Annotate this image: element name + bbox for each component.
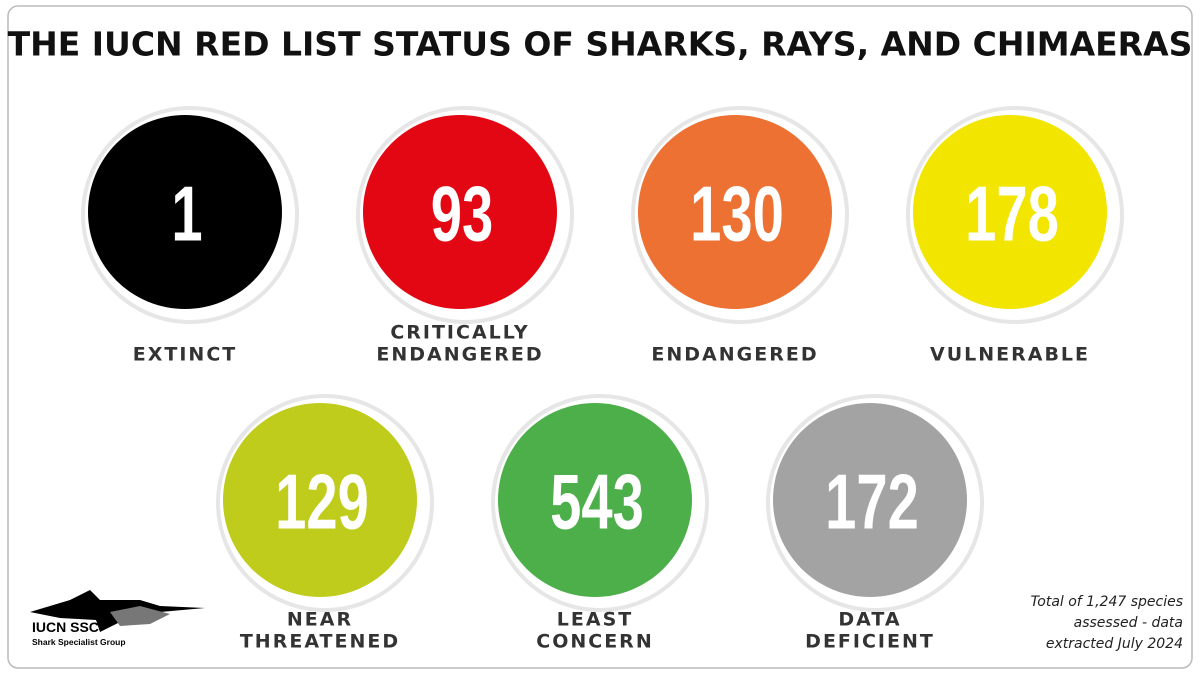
status-label: EXTINCT bbox=[133, 344, 237, 366]
status-label: ENDANGERED bbox=[376, 344, 543, 366]
status-label: DEFICIENT bbox=[805, 631, 935, 653]
status-circle bbox=[773, 403, 967, 597]
status-circle bbox=[363, 115, 557, 309]
status-count: 130 bbox=[690, 170, 784, 257]
logo-name: IUCN SSC bbox=[32, 619, 99, 635]
title: THE IUCN RED LIST STATUS OF SHARKS, RAYS… bbox=[8, 25, 1193, 64]
logo: IUCN SSC Shark Specialist Group bbox=[30, 590, 205, 647]
status-label: CONCERN bbox=[536, 631, 653, 653]
footnote-line: extracted July 2024 bbox=[1046, 636, 1183, 652]
status-count: 178 bbox=[965, 170, 1059, 257]
status-label: THREATENED bbox=[240, 631, 400, 653]
status-label: VULNERABLE bbox=[930, 344, 1090, 366]
status-count: 1 bbox=[171, 170, 202, 257]
status-count: 543 bbox=[550, 458, 644, 545]
footnote: Total of 1,247 species assessed - data ext… bbox=[1030, 594, 1183, 652]
status-count: 93 bbox=[431, 170, 493, 257]
status-circle bbox=[223, 403, 417, 597]
status-circle bbox=[638, 115, 832, 309]
status-label: ENDANGERED bbox=[651, 344, 818, 366]
logo-subtitle: Shark Specialist Group bbox=[32, 637, 126, 647]
status-label: NEAR bbox=[287, 609, 353, 631]
status-card: 1 EXTINCT bbox=[81, 106, 299, 366]
status-count: 129 bbox=[275, 458, 369, 545]
footnote-line: Total of 1,247 species bbox=[1030, 594, 1183, 610]
status-card: 178 VULNERABLE bbox=[906, 106, 1124, 366]
status-label: CRITICALLY bbox=[390, 322, 529, 344]
status-card: 130 ENDANGERED bbox=[631, 106, 849, 366]
footnote-line: assessed - data bbox=[1074, 615, 1183, 631]
status-circle bbox=[913, 115, 1107, 309]
status-circle bbox=[498, 403, 692, 597]
status-label: DATA bbox=[838, 609, 901, 631]
status-count: 172 bbox=[825, 458, 919, 545]
logo-shark-shadow bbox=[110, 606, 170, 626]
status-circle bbox=[88, 115, 282, 309]
status-label: LEAST bbox=[557, 609, 633, 631]
